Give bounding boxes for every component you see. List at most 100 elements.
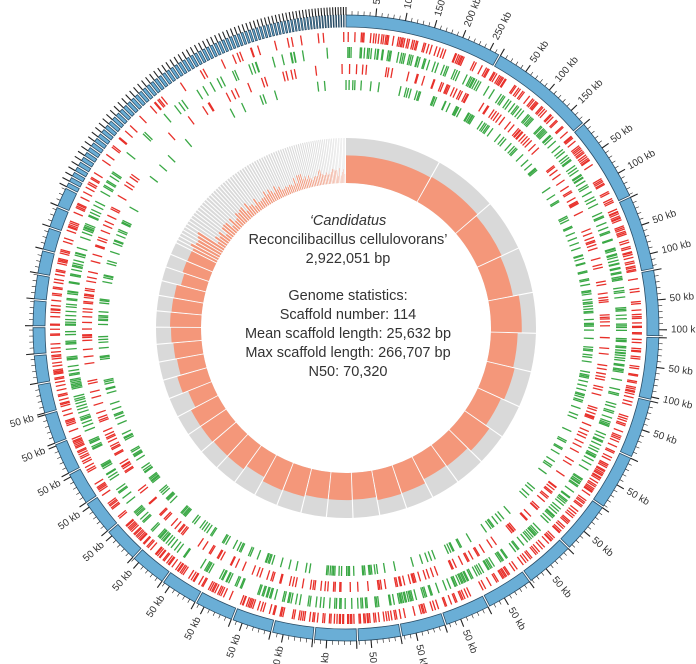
feature-mark <box>308 611 312 622</box>
feature-mark <box>381 49 385 61</box>
feature-mark <box>76 446 87 453</box>
feature-mark <box>523 530 533 540</box>
feature-mark <box>508 562 516 572</box>
feature-mark <box>180 505 188 514</box>
feature-mark <box>527 143 536 152</box>
feature-mark <box>615 345 627 348</box>
scaffold-block <box>165 69 177 83</box>
kb-label: 100 kb <box>626 148 658 173</box>
feature-mark <box>126 519 135 528</box>
feature-mark <box>139 115 147 124</box>
feature-mark <box>441 597 447 607</box>
kb-tick <box>639 435 644 438</box>
kb-label: 50 kb <box>36 478 63 500</box>
feature-mark <box>491 515 499 525</box>
feature-mark <box>67 291 79 294</box>
feature-mark <box>410 556 415 567</box>
feature-mark <box>614 296 626 299</box>
feature-mark <box>405 87 410 98</box>
gc-bar <box>307 175 312 188</box>
feature-mark <box>77 406 88 411</box>
kb-tick <box>112 540 117 544</box>
feature-mark <box>402 608 407 619</box>
feature-mark <box>568 200 578 207</box>
feature-mark <box>137 484 147 492</box>
feature-mark <box>614 356 626 360</box>
feature-mark <box>166 492 175 500</box>
kb-label: 50 kb <box>549 575 573 601</box>
gc-bar <box>272 186 281 200</box>
kb-tick <box>633 451 638 455</box>
gc-bar <box>303 179 307 189</box>
feature-mark <box>523 508 532 517</box>
feature-mark <box>581 289 592 293</box>
feature-mark <box>63 412 74 417</box>
feature-mark <box>424 552 429 563</box>
feature-mark <box>455 574 461 586</box>
feature-mark <box>570 476 581 484</box>
feature-mark <box>583 486 593 494</box>
feature-mark <box>590 440 602 447</box>
feature-mark <box>492 112 500 122</box>
kb-tick <box>613 489 618 493</box>
feature-mark <box>584 236 595 242</box>
feature-mark <box>580 370 591 374</box>
feature-mark <box>581 360 592 363</box>
feature-mark <box>565 164 576 173</box>
kb-tick <box>571 544 576 548</box>
gc-bar <box>313 176 317 187</box>
feature-mark <box>512 129 521 138</box>
scaffold-block <box>324 15 327 29</box>
feature-mark <box>406 38 411 49</box>
gc-background <box>320 139 327 185</box>
feature-mark <box>579 157 589 165</box>
feature-mark <box>367 564 370 575</box>
feature-mark <box>547 140 557 149</box>
feature-mark <box>511 106 520 116</box>
feature-mark <box>605 249 617 254</box>
feature-mark <box>263 76 269 87</box>
feature-mark <box>387 610 391 621</box>
scaffold-block <box>49 207 69 231</box>
feature-mark <box>178 101 186 112</box>
feature-mark <box>197 537 205 547</box>
feature-mark <box>548 505 558 515</box>
feature-mark <box>297 610 301 621</box>
scaffold-block <box>122 104 135 117</box>
kb-tick <box>37 414 46 418</box>
kb-tick <box>478 41 482 45</box>
kb-tick <box>206 38 211 47</box>
feature-mark <box>202 541 209 551</box>
feature-mark <box>174 520 182 530</box>
feature-mark <box>239 543 246 553</box>
feature-mark <box>569 202 580 209</box>
feature-mark <box>392 561 397 572</box>
feature-mark <box>88 181 98 188</box>
kb-tick <box>32 371 37 373</box>
feature-mark <box>225 535 232 546</box>
feature-mark <box>523 95 531 105</box>
gc-bar <box>312 179 315 187</box>
feature-mark <box>62 240 73 245</box>
kb-tick <box>627 463 632 466</box>
feature-mark <box>465 75 472 87</box>
feature-mark <box>530 101 538 111</box>
gc-background <box>275 151 293 194</box>
feature-mark <box>623 394 634 399</box>
gc-bar <box>488 295 522 333</box>
feature-mark <box>587 479 597 487</box>
feature-mark <box>486 539 493 549</box>
feature-mark <box>496 76 504 86</box>
feature-mark <box>465 587 472 597</box>
feature-mark <box>421 42 425 53</box>
kb-tick <box>591 130 595 134</box>
feature-mark <box>294 593 299 605</box>
feature-mark <box>402 53 407 65</box>
feature-mark <box>59 400 70 405</box>
feature-mark <box>616 231 627 237</box>
scaffold-block <box>77 161 92 173</box>
feature-mark <box>53 372 64 376</box>
feature-mark <box>499 78 507 88</box>
feature-mark <box>69 222 79 227</box>
feature-mark <box>592 266 604 271</box>
